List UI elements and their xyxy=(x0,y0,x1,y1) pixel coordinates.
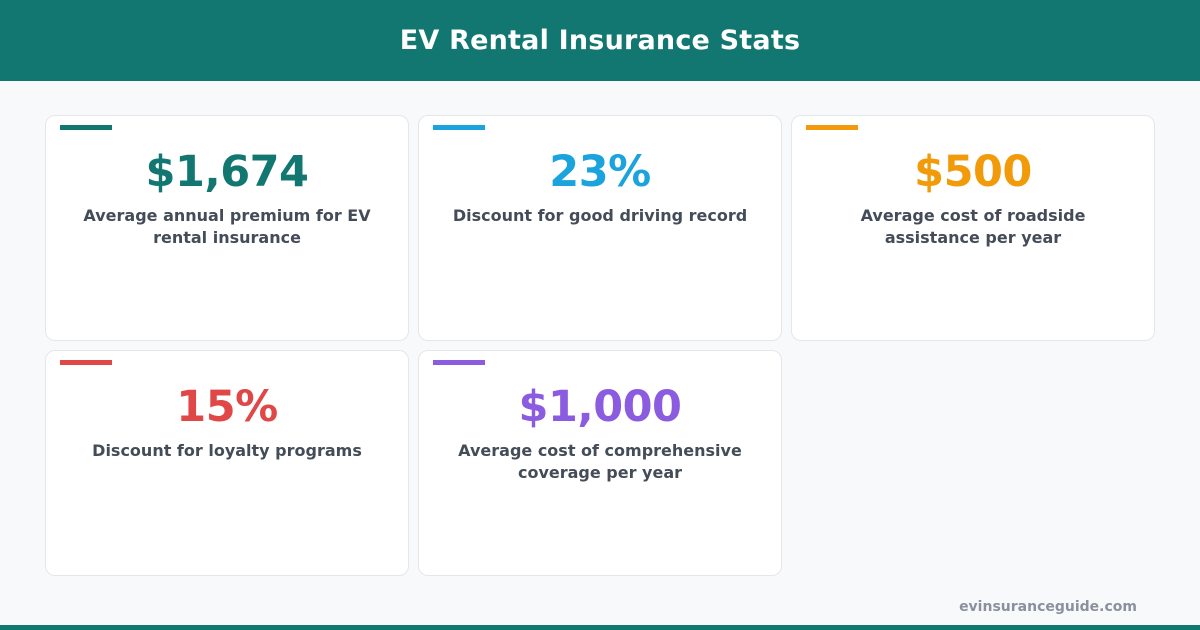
source-credit: evinsuranceguide.com xyxy=(959,599,1137,615)
stat-label: Average cost of roadside assistance per … xyxy=(860,206,1086,247)
stat-value: 15% xyxy=(176,382,278,432)
card-accent-bar xyxy=(433,125,485,130)
card-accent-bar xyxy=(60,125,112,130)
stat-card-loyalty-discount: 15% Discount for loyalty programs xyxy=(45,350,409,576)
stat-card-comprehensive-coverage: $1,000 Average cost of comprehensive cov… xyxy=(418,350,782,576)
card-accent-bar xyxy=(60,360,112,365)
stat-label: Discount for good driving record xyxy=(452,206,748,225)
stat-card-roadside-assistance: $500 Average cost of roadside assistance… xyxy=(791,115,1155,341)
stat-label: Discount for loyalty programs xyxy=(92,441,362,460)
stat-label: Average annual premium for EV rental ins… xyxy=(83,206,371,247)
stat-card-annual-premium: $1,674 Average annual premium for EV ren… xyxy=(45,115,409,341)
stat-value: $1,000 xyxy=(518,382,682,432)
stats-grid: $1,674 Average annual premium for EV ren… xyxy=(45,115,1155,576)
card-accent-bar xyxy=(433,360,485,365)
stat-value: $1,674 xyxy=(145,147,309,197)
header-banner: EV Rental Insurance Stats xyxy=(0,0,1200,81)
stat-value: $500 xyxy=(914,147,1032,197)
page-title: EV Rental Insurance Stats xyxy=(399,25,801,56)
stat-label: Average cost of comprehensive coverage p… xyxy=(458,441,742,482)
stat-card-driving-discount: 23% Discount for good driving record xyxy=(418,115,782,341)
stat-value: 23% xyxy=(549,147,651,197)
footer-accent-bar xyxy=(0,625,1200,630)
card-accent-bar xyxy=(806,125,858,130)
